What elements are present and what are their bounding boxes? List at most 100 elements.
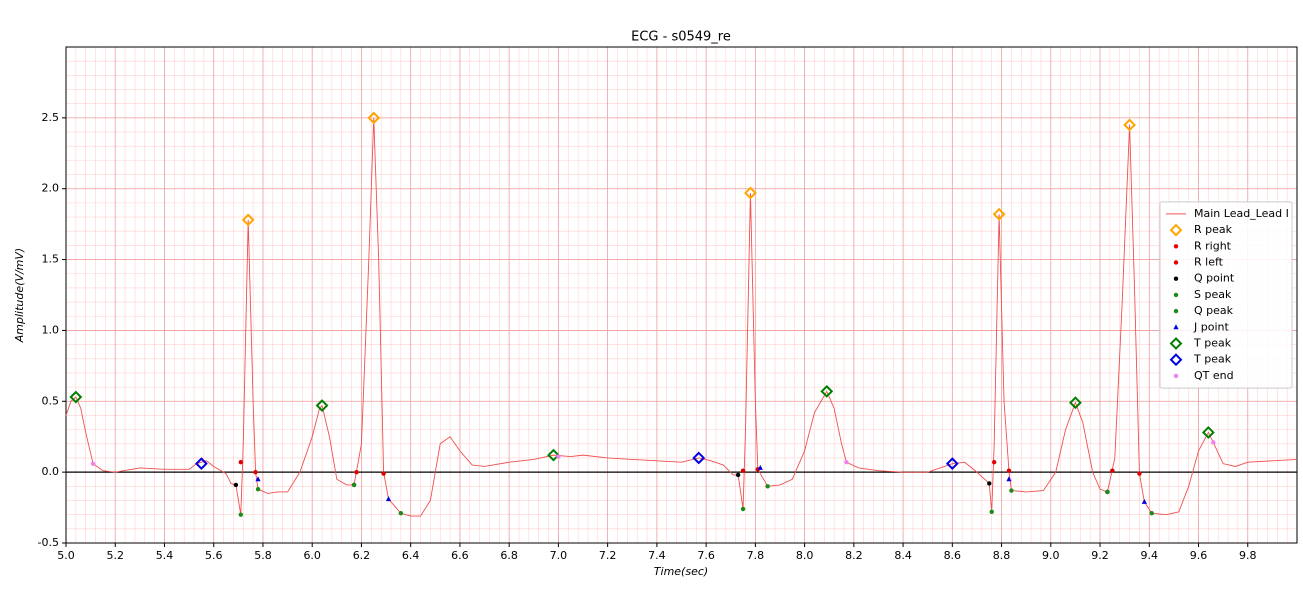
legend-swatch xyxy=(1173,308,1179,314)
x-tick-label: 7.4 xyxy=(648,549,666,562)
legend-swatch xyxy=(1169,223,1183,237)
marker-triangle xyxy=(385,496,392,502)
legend-label: Q peak xyxy=(1194,304,1234,317)
legend-swatch xyxy=(1169,353,1183,367)
x-tick-label: 5.2 xyxy=(106,549,124,562)
marker-triangle xyxy=(1006,476,1012,482)
plot-frame xyxy=(65,46,1298,544)
x-tick-label: 9.2 xyxy=(1091,549,1109,562)
legend-box xyxy=(1159,201,1293,389)
x-tick-label: 9.4 xyxy=(1141,549,1159,562)
legend-label: QT end xyxy=(1194,369,1234,382)
marker-dot xyxy=(255,486,261,492)
marker-diamond xyxy=(241,213,255,227)
marker-dot xyxy=(233,482,239,488)
marker-diamond xyxy=(1069,396,1082,410)
x-axis-label: Time(sec) xyxy=(654,565,708,578)
marker-dot xyxy=(989,509,994,515)
legend-label: R right xyxy=(1194,239,1232,252)
marker-diamond xyxy=(547,448,560,462)
legend-label: Main Lead_Lead I xyxy=(1194,207,1289,220)
x-tick-label: 7.0 xyxy=(550,549,568,562)
marker-dot xyxy=(253,469,258,475)
legend-label: T peak xyxy=(1193,353,1232,366)
marker-dot xyxy=(991,460,997,465)
y-tick-label: 1.0 xyxy=(42,323,60,336)
x-tick-label: 8.0 xyxy=(796,549,814,562)
x-tick-label: 5.4 xyxy=(156,549,174,562)
marker-dot xyxy=(351,482,357,488)
x-tick-label: 5.0 xyxy=(57,549,75,562)
marker-dot xyxy=(381,471,386,476)
marker-diamond xyxy=(1201,426,1215,439)
legend-label: S peak xyxy=(1194,288,1232,301)
marker-dot xyxy=(354,469,359,475)
marker-diamond xyxy=(744,186,757,200)
y-tick-label: -0.5 xyxy=(38,536,59,549)
y-tick-label: 1.5 xyxy=(42,253,60,266)
x-tick-label: 6.2 xyxy=(353,549,371,562)
marker-diamond xyxy=(820,384,834,398)
legend-label: J point xyxy=(1193,320,1229,333)
marker-diamond xyxy=(69,390,83,404)
x-tick-label: 6.0 xyxy=(303,549,321,562)
marker-dot xyxy=(1105,489,1110,495)
marker-diamond xyxy=(692,451,706,465)
y-tick-label: 2.5 xyxy=(42,111,60,124)
x-tick-label: 8.2 xyxy=(845,549,863,562)
marker-dot xyxy=(1006,468,1012,473)
marker-dot xyxy=(1211,440,1216,445)
x-tick-label: 8.8 xyxy=(993,549,1011,562)
marker-diamond xyxy=(992,207,1006,221)
marker-dot xyxy=(238,460,244,465)
legend-label: R left xyxy=(1194,256,1224,269)
marker-dot xyxy=(735,472,741,478)
x-tick-label: 6.6 xyxy=(451,549,469,562)
legend-label: Q point xyxy=(1194,272,1235,285)
marker-dot xyxy=(1149,511,1154,516)
x-tick-label: 7.6 xyxy=(697,549,715,562)
marker-dot xyxy=(1110,468,1115,473)
x-tick-label: 9.8 xyxy=(1239,549,1257,562)
x-tick-label: 5.8 xyxy=(254,549,272,562)
legend-swatch xyxy=(1173,373,1179,379)
x-tick-label: 7.8 xyxy=(747,549,765,562)
marker-triangle xyxy=(1141,498,1147,504)
marker-dot xyxy=(90,461,96,466)
legend-swatch xyxy=(1173,260,1179,265)
x-tick-label: 9.6 xyxy=(1190,549,1208,562)
y-tick-label: 0.5 xyxy=(42,394,60,407)
y-tick-label: 2.0 xyxy=(42,182,60,195)
x-tick-label: 7.2 xyxy=(599,549,617,562)
marker-dot xyxy=(740,506,746,512)
marker-dot xyxy=(1009,488,1014,493)
marker-triangle xyxy=(255,476,261,482)
marker-dot xyxy=(238,512,244,517)
marker-dot xyxy=(556,454,561,459)
marker-dot xyxy=(398,511,404,516)
marker-diamond xyxy=(1123,118,1136,132)
marker-triangle xyxy=(757,464,763,470)
marker-dot xyxy=(740,468,746,473)
chart-title: ECG - s0549_re xyxy=(631,30,731,45)
legend-label: T peak xyxy=(1193,337,1232,350)
x-tick-label: 6.8 xyxy=(500,549,518,562)
marker-diamond xyxy=(315,399,329,412)
ecg-line xyxy=(65,117,1298,517)
x-tick-label: 8.6 xyxy=(944,549,962,562)
x-tick-label: 9.0 xyxy=(1042,549,1060,562)
legend-swatch xyxy=(1173,292,1179,298)
legend-swatch xyxy=(1173,324,1179,330)
x-tick-label: 8.4 xyxy=(894,549,912,562)
marker-dot xyxy=(765,484,770,489)
x-tick-label: 6.4 xyxy=(402,549,420,562)
legend-swatch xyxy=(1173,244,1179,249)
marker-dot xyxy=(987,481,992,486)
legend-swatch xyxy=(1173,276,1179,281)
legend-label: R peak xyxy=(1194,223,1233,236)
marker-dot xyxy=(844,460,849,465)
y-tick-label: 0.0 xyxy=(42,465,60,478)
x-tick-label: 5.6 xyxy=(205,549,223,562)
legend-swatch xyxy=(1169,337,1183,350)
